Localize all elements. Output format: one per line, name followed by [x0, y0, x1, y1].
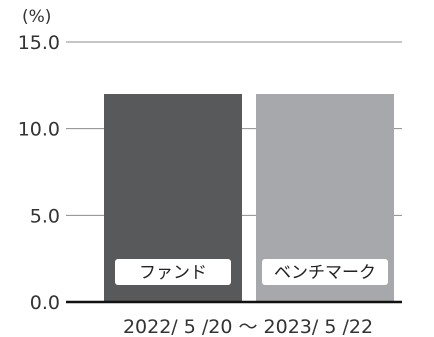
y-tick-labels: 0.0 5.0 10.0 15.0 — [18, 32, 60, 314]
y-tick-label: 5.0 — [30, 205, 60, 227]
y-tick-label: 10.0 — [18, 119, 60, 141]
period-label: 2022/ 5 /20 ～ 2023/ 5 /22 — [123, 316, 373, 337]
category-label-2: ベンチマーク — [274, 263, 376, 283]
bars: ファンド ベンチマーク — [104, 94, 394, 302]
category-label-1: ファンド — [139, 263, 207, 283]
bar-label-box-1 — [115, 259, 231, 285]
y-tick-label: 0.0 — [30, 292, 60, 314]
bar-label-box-2 — [262, 259, 388, 285]
y-tick-label: 15.0 — [18, 32, 60, 54]
y-axis-unit-label: (%) — [22, 7, 51, 27]
